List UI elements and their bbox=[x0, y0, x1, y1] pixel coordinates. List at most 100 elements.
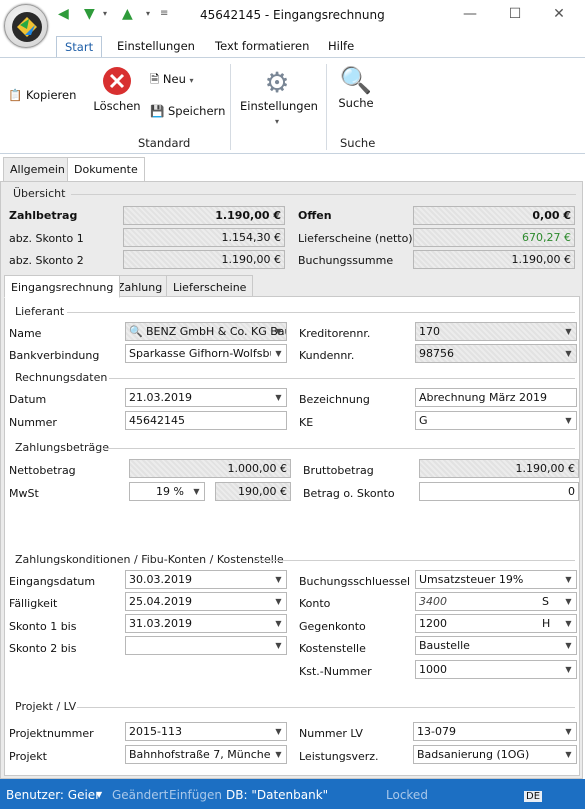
kreditor-field[interactable]: 170 ▼ bbox=[415, 322, 577, 341]
chevron-down-icon: ▼ bbox=[561, 723, 576, 740]
faelligkeit-label: Fälligkeit bbox=[9, 597, 58, 610]
ke-label: KE bbox=[299, 416, 314, 429]
minimize-icon[interactable]: — bbox=[463, 6, 477, 22]
tab-text-formatieren[interactable]: Text formatieren bbox=[215, 39, 310, 53]
kunden-field[interactable]: 98756 ▼ bbox=[415, 344, 577, 363]
chevron-down-icon: ▼ bbox=[275, 327, 282, 336]
skonto2-field: 1.190,00 € bbox=[123, 250, 285, 269]
locked-status: Locked bbox=[386, 788, 428, 802]
betrag-ohne-skonto-label: Betrag o. Skonto bbox=[303, 487, 395, 500]
window-title: 45642145 - Eingangsrechnung bbox=[200, 8, 385, 22]
eingangsdatum-label: Eingangsdatum bbox=[9, 575, 96, 588]
page-tabs: Allgemein Dokumente bbox=[0, 157, 585, 182]
projektnummer-dropdown[interactable]: 2015-113 ▼ bbox=[125, 722, 287, 741]
customize-icon[interactable]: ≡ bbox=[160, 8, 169, 19]
kopieren-button[interactable]: 📋 Kopieren bbox=[8, 88, 77, 102]
chevron-down-icon: ▼ bbox=[271, 637, 286, 654]
mwst-percent-dropdown[interactable]: 19 % ▼ bbox=[129, 482, 205, 501]
netto-label: Nettobetrag bbox=[9, 464, 76, 477]
tab-einstellungen[interactable]: Einstellungen bbox=[117, 39, 195, 53]
chevron-down-icon: ▼ bbox=[561, 593, 576, 610]
einstellungen-button[interactable]: ⚙ Einstellungen ▾ bbox=[240, 66, 318, 126]
ke-dropdown[interactable]: G ▼ bbox=[415, 411, 577, 430]
status-bar: Benutzer: Geier ▼ Geändert Einfügen DB: … bbox=[0, 779, 585, 809]
section-title: Übersicht bbox=[13, 187, 66, 200]
betrag-ohne-skonto-field[interactable]: 0 bbox=[419, 482, 579, 501]
speichern-button[interactable]: 💾 Speichern bbox=[150, 104, 226, 118]
back-arrow-icon[interactable]: ◀ bbox=[58, 6, 69, 22]
skonto1-bis-field[interactable]: 31.03.2019 ▼ bbox=[125, 614, 287, 633]
kreditor-label: Kreditorennr. bbox=[299, 327, 371, 340]
maximize-icon[interactable]: ☐ bbox=[508, 6, 522, 22]
projektnummer-label: Projektnummer bbox=[9, 727, 94, 740]
chevron-down-icon: ▼ bbox=[561, 571, 576, 588]
name-label: Name bbox=[9, 327, 42, 340]
suche-button[interactable]: 🔍 Suche bbox=[338, 66, 374, 110]
chevron-down-icon: ▼ bbox=[271, 615, 286, 632]
chevron-down-icon: ▾ bbox=[274, 117, 279, 126]
gegenkonto-side: H bbox=[542, 617, 551, 630]
chevron-down-icon: ▼ bbox=[565, 327, 572, 336]
konto-field[interactable]: 3400 S ▼ bbox=[415, 592, 577, 611]
name-field[interactable]: 🔍 BENZ GmbH & Co. KG Bau ▼ bbox=[125, 322, 287, 341]
ribbon-tabs: Start Einstellungen Text formatieren Hil… bbox=[0, 36, 585, 58]
kunden-label: Kundennr. bbox=[299, 349, 355, 362]
tab-eingangsrechnung[interactable]: Eingangsrechnung bbox=[4, 275, 121, 298]
eingangsdatum-field[interactable]: 30.03.2019 ▼ bbox=[125, 570, 287, 589]
tab-hilfe[interactable]: Hilfe bbox=[328, 39, 355, 53]
new-document-icon: 🗎 bbox=[150, 72, 160, 86]
nummer-lv-dropdown[interactable]: 13-079 ▼ bbox=[413, 722, 577, 741]
nummer-label: Nummer bbox=[9, 416, 57, 429]
chevron-down-icon: ▾ bbox=[189, 76, 194, 85]
lieferscheine-label: Lieferscheine (netto) bbox=[298, 232, 413, 245]
bank-dropdown[interactable]: Sparkasse Gifhorn-Wolfsburg ▼ bbox=[125, 344, 287, 363]
chevron-down-icon: ▼ bbox=[561, 615, 576, 632]
gegenkonto-field[interactable]: 1200 H ▼ bbox=[415, 614, 577, 633]
section-title: Lieferant bbox=[15, 305, 65, 318]
skonto1-field: 1.154,30 € bbox=[123, 228, 285, 247]
gear-icon: ⚙ bbox=[264, 66, 290, 99]
bank-label: Bankverbindung bbox=[9, 349, 100, 362]
mwst-label: MwSt bbox=[9, 487, 39, 500]
brutto-label: Bruttobetrag bbox=[303, 464, 374, 477]
chevron-down-icon[interactable]: ▾ bbox=[146, 9, 151, 18]
skonto2-bis-field[interactable]: ▼ bbox=[125, 636, 287, 655]
buchungsschluessel-dropdown[interactable]: Umsatzsteuer 19% ▼ bbox=[415, 570, 577, 589]
datum-field[interactable]: 21.03.2019 ▼ bbox=[125, 388, 287, 407]
tab-start[interactable]: Start bbox=[56, 36, 103, 58]
bezeichnung-field[interactable]: Abrechnung März 2019 bbox=[415, 388, 577, 407]
chevron-down-icon[interactable]: ▼ bbox=[96, 790, 103, 799]
language-indicator[interactable]: DE bbox=[524, 791, 543, 802]
chevron-down-icon: ▼ bbox=[561, 746, 576, 763]
lieferscheine-field: 670,27 € bbox=[413, 228, 575, 247]
group-label-suche: Suche bbox=[340, 136, 376, 150]
leistungsverz-label: Leistungsverz. bbox=[299, 750, 379, 763]
chevron-down-icon: ▼ bbox=[561, 412, 576, 429]
chevron-down-icon[interactable]: ▾ bbox=[103, 9, 108, 18]
chevron-down-icon: ▼ bbox=[561, 637, 576, 654]
kst-nummer-dropdown[interactable]: 1000 ▼ bbox=[415, 660, 577, 679]
tab-lieferscheine[interactable]: Lieferscheine bbox=[166, 275, 254, 298]
tab-allgemein[interactable]: Allgemein bbox=[3, 157, 72, 182]
skonto2-label: abz. Skonto 2 bbox=[9, 254, 84, 267]
down-arrow-icon[interactable]: ▼ bbox=[84, 6, 95, 22]
faelligkeit-field[interactable]: 25.04.2019 ▼ bbox=[125, 592, 287, 611]
loeschen-button[interactable]: Löschen bbox=[93, 66, 141, 113]
kst-nummer-label: Kst.-Nummer bbox=[299, 665, 372, 678]
datum-label: Datum bbox=[9, 393, 47, 406]
app-logo-icon[interactable] bbox=[4, 4, 48, 48]
tab-dokumente[interactable]: Dokumente bbox=[67, 157, 145, 182]
konto-label: Konto bbox=[299, 597, 331, 610]
neu-button[interactable]: 🗎 Neu ▾ bbox=[150, 72, 194, 86]
projekt-dropdown[interactable]: Bahnhofstraße 7, München ▼ bbox=[125, 745, 287, 764]
close-icon[interactable]: ✕ bbox=[553, 6, 565, 22]
zahlbetrag-field: 1.190,00 € bbox=[123, 206, 285, 225]
zahlbetrag-label: Zahlbetrag bbox=[9, 209, 78, 222]
kostenstelle-dropdown[interactable]: Baustelle ▼ bbox=[415, 636, 577, 655]
user-status[interactable]: Benutzer: Geier bbox=[6, 788, 101, 802]
up-arrow-icon[interactable]: ▲ bbox=[122, 6, 133, 22]
konto-side: S bbox=[542, 595, 549, 608]
nummer-field[interactable]: 45642145 bbox=[125, 411, 287, 430]
leistungsverz-dropdown[interactable]: Badsanierung (1OG) ▼ bbox=[413, 745, 577, 764]
search-icon: 🔍 bbox=[129, 325, 143, 338]
